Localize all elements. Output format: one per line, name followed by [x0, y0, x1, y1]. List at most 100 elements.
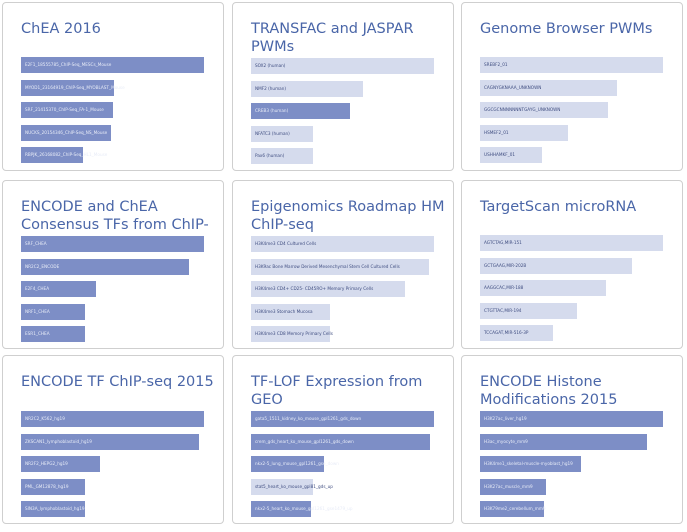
enrichment-bar-row[interactable]: SRF_21415370_ChIP-Seq_FA-1_Mouse [21, 102, 204, 118]
enrichment-term-label: GCTGAAG,MIR-202B [484, 262, 527, 268]
enrichment-term-label: stat5_heart_ko_mouse_gpl81_gds_up [255, 483, 333, 489]
enrichment-bar [480, 411, 663, 427]
enrichment-term-label: NRF1_CHEA [25, 308, 50, 314]
library-card-title[interactable]: TargetScan microRNA [480, 199, 637, 215]
enrichment-term-label: H3K79me2_cerebellum_mm9 [484, 506, 546, 511]
library-card-title[interactable]: Epigenomics Roadmap HM ChIP-seq [251, 199, 445, 233]
enrichment-bar-row[interactable]: MYOD1_23164919_ChIP-Seq_MYOBLAST_Mouse [21, 79, 204, 96]
enrichment-bar-row[interactable]: NR2F2_HEPG2_hg19 [21, 456, 204, 472]
enrichment-bar-row[interactable]: CAGNYGKNAAA_UNKNOWN [480, 79, 663, 96]
library-card[interactable]: TRANSFAC and JASPAR PWMs SOX2 (human) NMF2… [232, 2, 454, 171]
enrichment-bar [480, 257, 632, 274]
enrichment-bar-row[interactable]: GCTGAAG,MIR-202B [480, 257, 663, 274]
enrichment-bar [480, 57, 663, 73]
enrichment-bar-row[interactable]: CTGTTAC,MIR-194 [480, 302, 663, 319]
enrichment-bar [21, 326, 86, 342]
enrichment-bar-row[interactable]: E2F4_CHEA [21, 281, 204, 297]
library-card[interactable]: ChEA 2016 E2F1_18555785_ChIP-Seq_MESCs_Mo… [2, 2, 224, 171]
enrichment-term-label: Pax6 (human) [255, 153, 285, 158]
enrichment-bar [480, 325, 554, 341]
enrichment-term-label: SRF_CHEA [25, 241, 47, 246]
enrichment-term-label: SRF_21415370_ChIP-Seq_FA-1_Mouse [25, 107, 104, 112]
enrichment-term-label: H3K27ac_muscle_mm9 [484, 483, 533, 489]
enrichment-bar-row[interactable]: H3ac_myocyte_mm9 [480, 433, 663, 450]
enrichment-bar-row[interactable]: HSMEF2_01 [480, 124, 663, 141]
enrichment-bar-row[interactable]: NUCKS_20154346_ChIP-Seq_NS_Mouse [21, 124, 204, 141]
library-card[interactable]: ENCODE Histone Modifications 2015 H3K27ac… [461, 355, 683, 524]
enrichment-bar [251, 125, 314, 142]
enrichment-term-label: RBPJK_26168082_ChIP-Seq_HL1_Mouse [25, 152, 108, 157]
library-card-title[interactable]: TF-LOF Expression from GEO [251, 374, 423, 408]
enrichment-bar-row[interactable]: CREB3 (human) [251, 103, 434, 119]
library-card-title[interactable]: ENCODE TF ChIP-seq 2015 [21, 374, 214, 390]
enrichment-term-label: SREBF2_01 [484, 62, 508, 67]
enrichment-bar-row[interactable]: H3K27ac_liver_hg19 [480, 411, 663, 427]
enrichment-bar-row[interactable]: ZKSCAN1_lymphoblastoid_hg19 [21, 433, 204, 450]
enrichment-bar [21, 102, 113, 118]
enrichment-bar [480, 79, 618, 96]
enrichment-term-label: CREB3 (human) [255, 108, 289, 113]
library-card[interactable]: TF-LOF Expression from GEO gata5_1511_kid… [232, 355, 454, 524]
enrichment-bar-row[interactable]: H3K4me3 CD4+ CD25- CD45RO+ Memory Primar… [251, 281, 434, 297]
enrichment-bar-row[interactable]: TCCAGAT,MIR-516-3P [480, 325, 663, 341]
enrichment-bar-row[interactable]: NR2C2_ENCODE [21, 258, 204, 275]
enrichment-bar-row[interactable]: stat5_heart_ko_mouse_gpl81_gds_up [251, 478, 434, 495]
enrichment-bar-row[interactable]: PML_GM12878_hg19 [21, 478, 204, 495]
enrichment-bar-row[interactable]: gata5_1511_kidney_ko_mouse_gpl1261_gds_d… [251, 411, 434, 427]
enrichment-term-label: NMF2 (human) [255, 85, 287, 91]
enrichment-bar-row[interactable]: nkx2-5_heart_ko_mouse_gpl1261_gse1479_up [251, 501, 434, 517]
library-card-title[interactable]: TRANSFAC and JASPAR PWMs [251, 21, 414, 55]
enrichment-bar-row[interactable]: H3K4me3 CD8 Memory Primary Cells [251, 326, 434, 342]
enrichment-bar-row[interactable]: NR2C2_K562_hg19 [21, 411, 204, 427]
enrichment-bar-row[interactable]: E2F1_18555785_ChIP-Seq_MESCs_Mouse [21, 57, 204, 73]
enrichment-term-label: ESR1_CHEA [25, 331, 50, 336]
enrichment-bar-row[interactable]: nkx2-5_lung_mouse_gpl1261_gse_down [251, 456, 434, 472]
enrichment-bar-row[interactable]: SIN3A_lymphoblastoid_hg19 [21, 501, 204, 517]
enrichment-bar [251, 478, 314, 495]
enrichment-bar-row[interactable]: NMF2 (human) [251, 80, 434, 97]
library-card[interactable]: ENCODE and ChEA Consensus TFs from ChIP-… [2, 180, 224, 349]
enrichment-bar-row[interactable]: Pax6 (human) [251, 148, 434, 164]
enrichment-bar-row[interactable]: H3K4me3 Stomach Mucosa [251, 303, 434, 320]
library-card-title[interactable]: ChEA 2016 [21, 21, 101, 37]
enrichment-bar-row[interactable]: H3K9ac Bone Marrow Derived Mesenchymal S… [251, 258, 434, 275]
enrichment-bar-row[interactable]: AAGGCAC,MIR-188 [480, 280, 663, 296]
enrichment-bar [251, 103, 350, 119]
enrichment-term-label: nkx2-5_heart_ko_mouse_gpl1261_gse1479_up [255, 506, 353, 511]
enrichment-term-label: NR2C2_K562_hg19 [25, 416, 65, 421]
enrichment-bar-row[interactable]: AGTCTAG,MIR-151 [480, 235, 663, 251]
library-card[interactable]: TargetScan microRNA AGTCTAG,MIR-151 GCTGAA… [461, 180, 683, 349]
enrichment-bar-row[interactable]: NRF1_CHEA [21, 303, 204, 320]
enrichment-term-label: TCCAGAT,MIR-516-3P [484, 330, 529, 335]
enrichment-term-label: H3K27ac_liver_hg19 [484, 416, 527, 421]
enrichment-bar-row[interactable]: H3K79me2_cerebellum_mm9 [480, 501, 663, 517]
enrichment-bar [251, 433, 431, 450]
library-card[interactable]: ENCODE TF ChIP-seq 2015 NR2C2_K562_hg19 ZK… [2, 355, 224, 524]
enrichment-bar-row[interactable]: ESR1_CHEA [21, 326, 204, 342]
enrichment-bar [251, 148, 314, 164]
enrichment-bar-row[interactable]: USHHAMKF_01 [480, 147, 663, 163]
library-card-title[interactable]: Genome Browser PWMs [480, 21, 653, 37]
library-card[interactable]: Genome Browser PWMs SREBF2_01 CAGNYGKNAAA_… [461, 2, 683, 171]
enrichment-bar-row[interactable]: RBPJK_26168082_ChIP-Seq_HL1_Mouse [21, 147, 204, 163]
enrichment-bar-row[interactable]: NFATC3 (human) [251, 125, 434, 142]
enrichment-term-label: NUCKS_20154346_ChIP-Seq_NS_Mouse [25, 129, 108, 135]
enrichment-bar-row[interactable]: GGCGCNNNNNNNTGAYG_UNKNOWN [480, 102, 663, 118]
enrichment-bar-row[interactable]: H3K4me3 CD4 Cultured Cells [251, 236, 434, 252]
enrichment-bar [480, 124, 568, 141]
enrichment-term-label: USHHAMKF_01 [484, 152, 516, 157]
enrichment-bar-row[interactable]: SOX2 (human) [251, 58, 434, 74]
enrichment-bar-row[interactable]: crem_gds_heart_ko_mouse_gpl1261_gds_down [251, 433, 434, 450]
enrichment-bar-row[interactable]: H3K4me1_skeletal-muscle-myoblast_hg19 [480, 456, 663, 472]
enrichment-bar [480, 433, 647, 450]
enrichment-bar [480, 501, 545, 517]
library-card[interactable]: Epigenomics Roadmap HM ChIP-seq H3K4me3 C… [232, 180, 454, 349]
enrichment-term-label: HSMEF2_01 [484, 129, 509, 135]
enrichment-term-label: H3K4me1_skeletal-muscle-myoblast_hg19 [484, 461, 573, 466]
enrichment-bar-row[interactable]: SREBF2_01 [480, 57, 663, 73]
enrichment-bar-row[interactable]: SRF_CHEA [21, 236, 204, 252]
enrichment-term-label: PML_GM12878_hg19 [25, 483, 69, 489]
enrichment-bar [21, 79, 115, 96]
enrichment-bar-row[interactable]: H3K27ac_muscle_mm9 [480, 478, 663, 495]
library-card-title[interactable]: ENCODE Histone Modifications 2015 [480, 374, 618, 408]
